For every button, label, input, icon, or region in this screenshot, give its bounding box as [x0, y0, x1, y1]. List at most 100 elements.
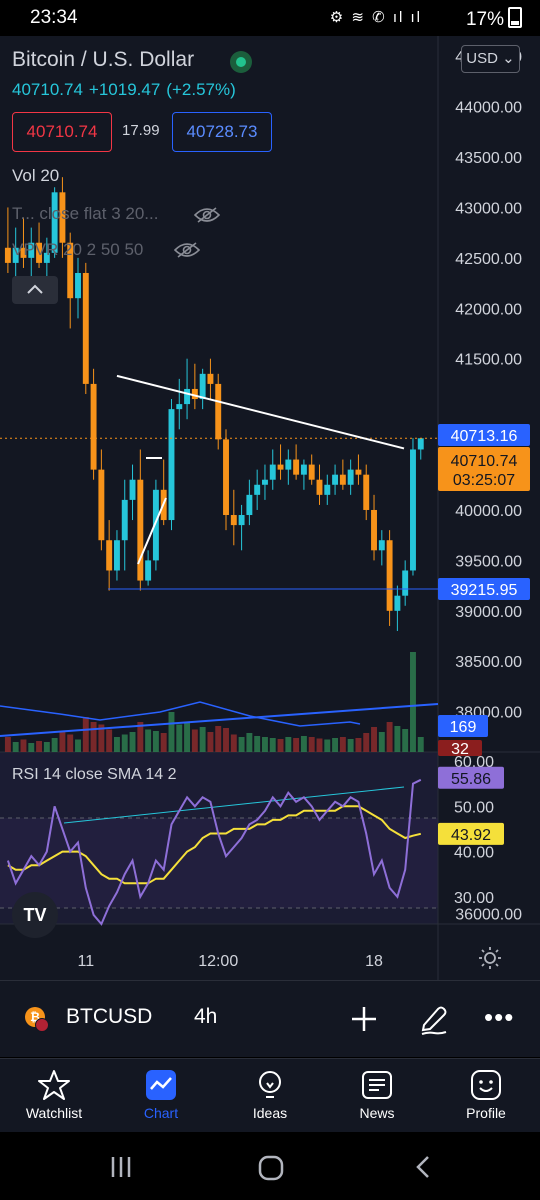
volume-bar	[184, 722, 191, 752]
nav-watchlist[interactable]: Watchlist	[4, 1059, 104, 1133]
price-tick-label: 36000.00	[455, 906, 522, 923]
drawing-line[interactable]	[137, 497, 167, 565]
sell-button[interactable]: 40710.74	[12, 112, 112, 152]
bottom-navigation: Watchlist Chart Ideas News Pr	[0, 1058, 540, 1133]
price-tick-label: 39500.00	[455, 553, 522, 570]
volume-bar	[332, 738, 339, 752]
rsi-sma-value-label-bg	[438, 822, 504, 845]
volume-bar	[67, 734, 74, 752]
candle-body	[215, 383, 222, 440]
candle-body	[90, 383, 97, 470]
volume-bar	[402, 729, 409, 752]
status-time: 23:34	[30, 7, 78, 28]
volume-bar	[28, 743, 35, 752]
candle-body	[277, 464, 284, 470]
recent-apps-icon[interactable]	[108, 1154, 134, 1180]
chart-area[interactable]: 44000.00 43500.00 43000.00 42500.00 42000.00…	[0, 36, 540, 980]
home-icon[interactable]	[257, 1154, 285, 1182]
candle-body	[191, 388, 198, 400]
volume-indicator-label[interactable]: Vol 20	[12, 166, 60, 185]
eye-off-icon[interactable]	[174, 242, 200, 258]
rsi-trendline[interactable]	[63, 786, 405, 824]
volume-bar	[207, 732, 214, 752]
rsi-value-label: 55.86	[451, 771, 491, 788]
candle-body	[168, 409, 175, 521]
candle-body	[238, 515, 245, 526]
volume-bar	[347, 739, 354, 752]
candle-body	[386, 540, 393, 611]
symbol-title[interactable]: Bitcoin / U.S. Dollar	[12, 48, 195, 71]
support-price-label-bg	[438, 578, 530, 601]
volume-bar	[152, 731, 159, 752]
candle-body	[293, 459, 300, 475]
candle-body	[410, 449, 416, 571]
price-chart[interactable]: 44000.00 43500.00 43000.00 42500.00 42000.00…	[0, 36, 540, 980]
volume-bar	[215, 726, 222, 752]
rsi-tick-label: 40.00	[454, 845, 494, 862]
plus-icon[interactable]	[350, 1005, 378, 1033]
resistance-trendline[interactable]	[116, 374, 405, 450]
price-tick-label: 39000.00	[455, 604, 522, 621]
rsi-indicator-label[interactable]: RSI 14 close SMA 14 2	[12, 766, 177, 783]
candle-body	[75, 272, 81, 299]
current-price-label: 40710.74	[451, 453, 518, 470]
time-tick-label: 12:00	[198, 953, 238, 970]
candle-body	[316, 479, 323, 495]
candle-body	[59, 192, 66, 243]
more-options-icon[interactable]: •••	[484, 1002, 515, 1032]
pencil-draw-icon[interactable]	[418, 1003, 448, 1035]
candle-body	[184, 388, 191, 405]
nav-profile[interactable]: Profile	[436, 1059, 536, 1133]
chevron-up-icon	[27, 284, 43, 294]
us-flag-icon	[35, 1018, 49, 1032]
nav-ideas[interactable]: Ideas	[220, 1059, 320, 1133]
candle-body	[300, 464, 307, 475]
volume-bar	[191, 729, 198, 752]
interval-selector[interactable]: 4h	[194, 1005, 218, 1028]
rsi-sma-value-label: 43.92	[451, 827, 491, 844]
volume-bar	[199, 727, 206, 752]
candle-body	[137, 479, 144, 581]
volume-bar	[223, 728, 229, 752]
candle-body	[199, 373, 206, 400]
volume-bar	[363, 733, 370, 752]
candle-body	[82, 272, 89, 384]
volume-bar	[355, 738, 362, 752]
rsi-sma-line	[7, 805, 422, 885]
candle-body	[98, 469, 105, 541]
symbol-toolbar: ₿ BTCUSD 4h •••	[0, 980, 540, 1057]
status-bar: 23:34 ⚙ ≋ ✆ ıl ıl 17%	[0, 0, 540, 36]
nav-news[interactable]: News	[327, 1059, 427, 1133]
buy-button[interactable]: 40728.73	[172, 112, 272, 152]
collapse-indicators-button[interactable]	[12, 276, 58, 304]
volume-bar	[371, 727, 377, 752]
tradingview-logo[interactable]: TV	[12, 892, 58, 938]
candle-body	[51, 192, 58, 253]
volume-bar	[20, 739, 27, 752]
smiley-icon	[471, 1070, 501, 1100]
volume-bar	[51, 738, 58, 752]
hidden-indicator-label[interactable]: T... close flat 3 20...	[12, 204, 159, 223]
back-icon[interactable]	[411, 1154, 437, 1180]
volume-bar	[113, 737, 120, 752]
volume-trendline	[0, 703, 439, 737]
eye-off-icon[interactable]	[194, 207, 220, 223]
battery-percent: 17%	[465, 9, 504, 30]
volume-bar	[386, 722, 393, 752]
volume-bar	[339, 737, 346, 752]
battery-indicator: 17%	[466, 7, 522, 31]
volume-bar	[36, 741, 43, 752]
currency-button[interactable]: USD ⌄	[461, 45, 520, 73]
time-tick-label: 18	[365, 953, 383, 970]
volume-bar	[246, 733, 253, 752]
candle-body	[106, 540, 113, 571]
volume-bar	[324, 739, 331, 752]
symbol-name[interactable]: BTCUSD	[66, 1005, 153, 1028]
vpvr-indicator-label[interactable]: VPVR 20 2 50 50	[12, 240, 144, 259]
volume-bar	[293, 738, 300, 752]
nav-chart[interactable]: Chart	[111, 1059, 211, 1133]
star-icon	[38, 1070, 70, 1100]
time-tick-label: 11	[77, 953, 94, 970]
sun-settings-icon[interactable]	[478, 946, 502, 970]
